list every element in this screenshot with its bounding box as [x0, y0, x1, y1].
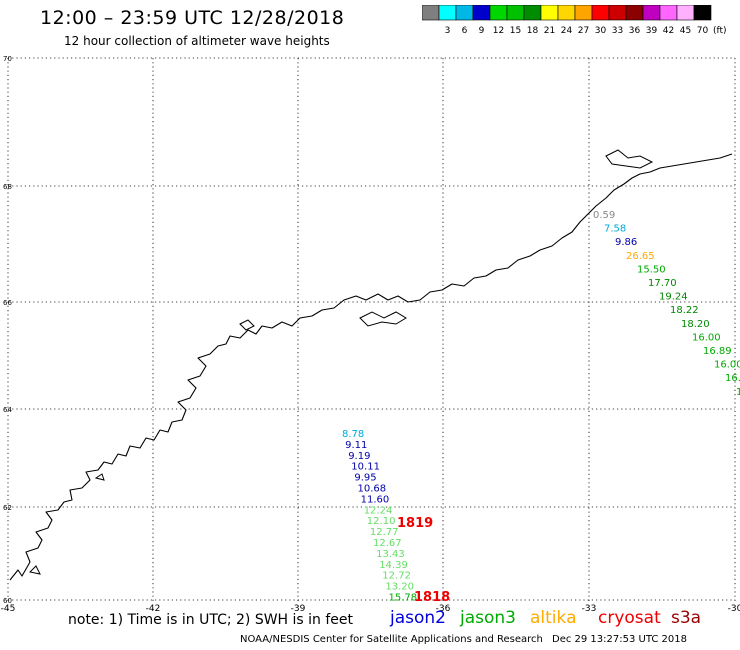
longitude-label: -42: [146, 604, 161, 614]
swh-value-label: 13.43: [376, 549, 405, 560]
pass-time-label: 1818: [414, 590, 450, 605]
swh-value-label: 9.86: [615, 237, 637, 248]
color-scale-label: 42: [663, 26, 674, 36]
latitude-label: 66: [3, 299, 12, 307]
color-scale-swatch: [693, 5, 712, 21]
satellite-legend-cryosat: cryosat: [598, 608, 661, 628]
swh-value-label: 11.60: [361, 494, 390, 505]
color-scale-label: 27: [578, 26, 589, 36]
swh-value-label: 1: [736, 387, 740, 398]
color-scale-unit: (ft): [713, 26, 727, 36]
swh-value-label: 19.24: [659, 292, 688, 303]
color-scale-label: 6: [462, 26, 468, 36]
wave-height-color-scale: 3 6 9 12 15 18 21 24 27 30 33 36 39 42 45 70 (ft): [422, 5, 727, 36]
swh-value-label: 18.22: [670, 305, 699, 316]
swh-value-label: 16.: [725, 373, 740, 384]
longitude-label: -45: [1, 604, 16, 614]
swh-value-label: 12.24: [364, 505, 393, 516]
swh-value-label: 9.19: [348, 451, 370, 462]
swh-value-label: 17.70: [648, 278, 677, 289]
color-scale-label: 18: [527, 26, 539, 36]
swh-value-label: 15.50: [637, 264, 666, 275]
coastline-islands: [28, 149, 654, 575]
swh-value-label: 12.10: [367, 516, 396, 527]
legend-note: note: 1) Time is in UTC; 2) SWH is in fe…: [68, 612, 354, 628]
color-scale-label: 70: [697, 26, 709, 36]
swh-value-label: 9.11: [345, 440, 367, 451]
color-scale-label: 33: [612, 26, 623, 36]
longitude-label: -30: [728, 604, 740, 614]
pass-time-label: 1819: [397, 516, 433, 531]
wave-height-track-points: 0.597.589.8626.6515.5017.7019.2418.2218.…: [342, 210, 740, 604]
longitude-label: -39: [291, 604, 306, 614]
latitude-label: 62: [3, 504, 12, 512]
longitude-label: -36: [436, 604, 451, 614]
satellite-legend-jason3: jason3: [460, 608, 516, 628]
color-scale-label: 21: [544, 26, 555, 36]
color-scale-label: 30: [595, 26, 607, 36]
latitude-label: 70: [3, 55, 12, 63]
swh-value-label: 0.59: [593, 210, 615, 221]
latitude-label: 68: [3, 183, 12, 191]
satellite-legend-altika: altika: [530, 608, 577, 628]
swh-value-label: 10.68: [358, 484, 387, 495]
swh-value-label: 12.72: [382, 571, 411, 582]
satellite-legend-s3a: s3a: [671, 608, 702, 628]
footer-timestamp: Dec 29 13:27:53 UTC 2018: [552, 634, 687, 645]
pass-time-labels: 1819 1818: [397, 516, 450, 605]
swh-value-label: 14.39: [379, 560, 408, 571]
color-scale-label: 39: [646, 26, 658, 36]
swh-value-label: 16.00: [714, 360, 740, 371]
swh-value-label: 8.78: [342, 429, 364, 440]
color-scale-label: 9: [479, 26, 485, 36]
color-scale-label: 15: [510, 26, 521, 36]
swh-value-label: 7.58: [604, 224, 626, 235]
map-grid: -45 -42 -39 -36 -33 -30 70 68 66 64 62 60: [1, 55, 740, 614]
swh-value-label: 9.95: [354, 473, 376, 484]
swh-value-label: 13.20: [385, 582, 414, 593]
footer-credit: NOAA/NESDIS Center for Satellite Applica…: [240, 634, 543, 645]
longitude-label: -33: [582, 604, 597, 614]
swh-value-label: 16.89: [703, 346, 732, 357]
swh-value-label: 16.00: [692, 332, 721, 343]
color-scale-label: 36: [629, 26, 641, 36]
latitude-label: 60: [3, 597, 12, 605]
greenland-coastline: [9, 153, 733, 581]
swh-value-label: 18.20: [681, 319, 710, 330]
satellite-legend-jason2: jason2: [390, 608, 446, 628]
map-title: 12:00 – 23:59 UTC 12/28/2018: [40, 7, 345, 29]
swh-value-label: 15.78: [389, 593, 418, 604]
color-scale-label: 3: [445, 26, 451, 36]
color-scale-label: 12: [493, 26, 504, 36]
latitude-label: 64: [3, 406, 12, 414]
swh-value-label: 12.77: [370, 527, 399, 538]
color-scale-label: 24: [561, 26, 573, 36]
map-subtitle: 12 hour collection of altimeter wave hei…: [64, 34, 330, 48]
swh-value-label: 10.11: [351, 462, 380, 473]
color-scale-label: 45: [680, 26, 691, 36]
swh-value-label: 26.65: [626, 251, 655, 262]
swh-value-label: 12.67: [373, 538, 402, 549]
